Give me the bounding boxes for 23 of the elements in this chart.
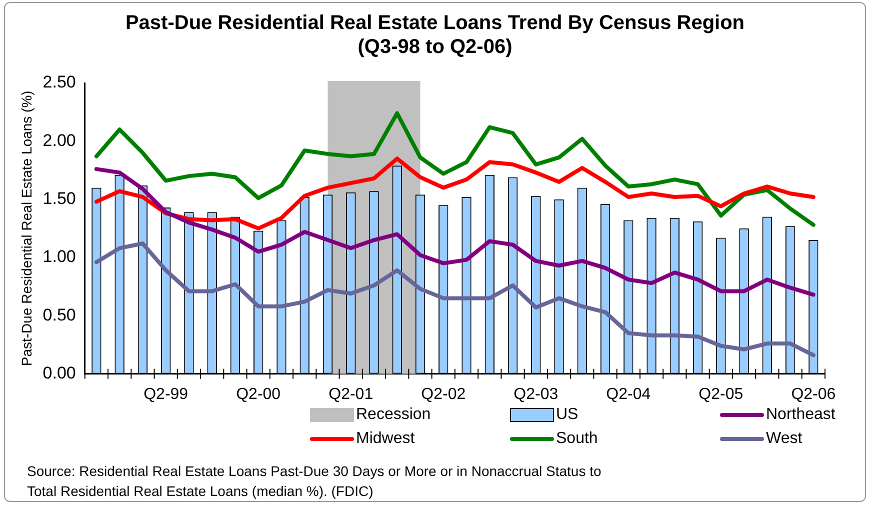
x-tick-label: Q2-99 [144,386,188,403]
legend-label: Midwest [356,430,415,448]
text: Recession [356,406,431,424]
y-tick-label: 1.50 [42,189,76,208]
y-tick-label: 0.50 [42,305,76,324]
y-tick-label: 0.00 [42,363,76,382]
x-tick-label: Q2-06 [791,386,836,403]
x-tick-label: Q2-05 [698,386,744,403]
legend-label: US [556,406,578,424]
y-tick-label: 2.00 [42,130,76,150]
y-tick-label: 2.50 [42,72,76,92]
x-tick-label: Q2-04 [606,386,651,403]
legend-label: South [556,430,598,448]
chart-title: Past-Due Residential Real Estate Loans Trend By Census Region (Q3-98 to Q2-06) [124,11,746,59]
x-tick-label: Q2-02 [421,386,466,403]
x-tick-label: Q2-01 [328,386,374,403]
y-tick-label: 1.00 [42,247,76,266]
x-tick-label: Q2-00 [236,386,281,403]
x-tick-label: Q2-03 [514,386,558,403]
source-note: Source: Residential Real Estate Loans Past-Due 30 Days or More or in Nonaccrual Status to Total Residential Real Estate Loans (median %). (FDIC) [27,462,602,501]
legend-label: West [766,430,802,448]
y-axis-title: Past-Due Residential Real Estate Loans (%) [18,90,34,366]
legend-label: Northeast [766,406,836,424]
